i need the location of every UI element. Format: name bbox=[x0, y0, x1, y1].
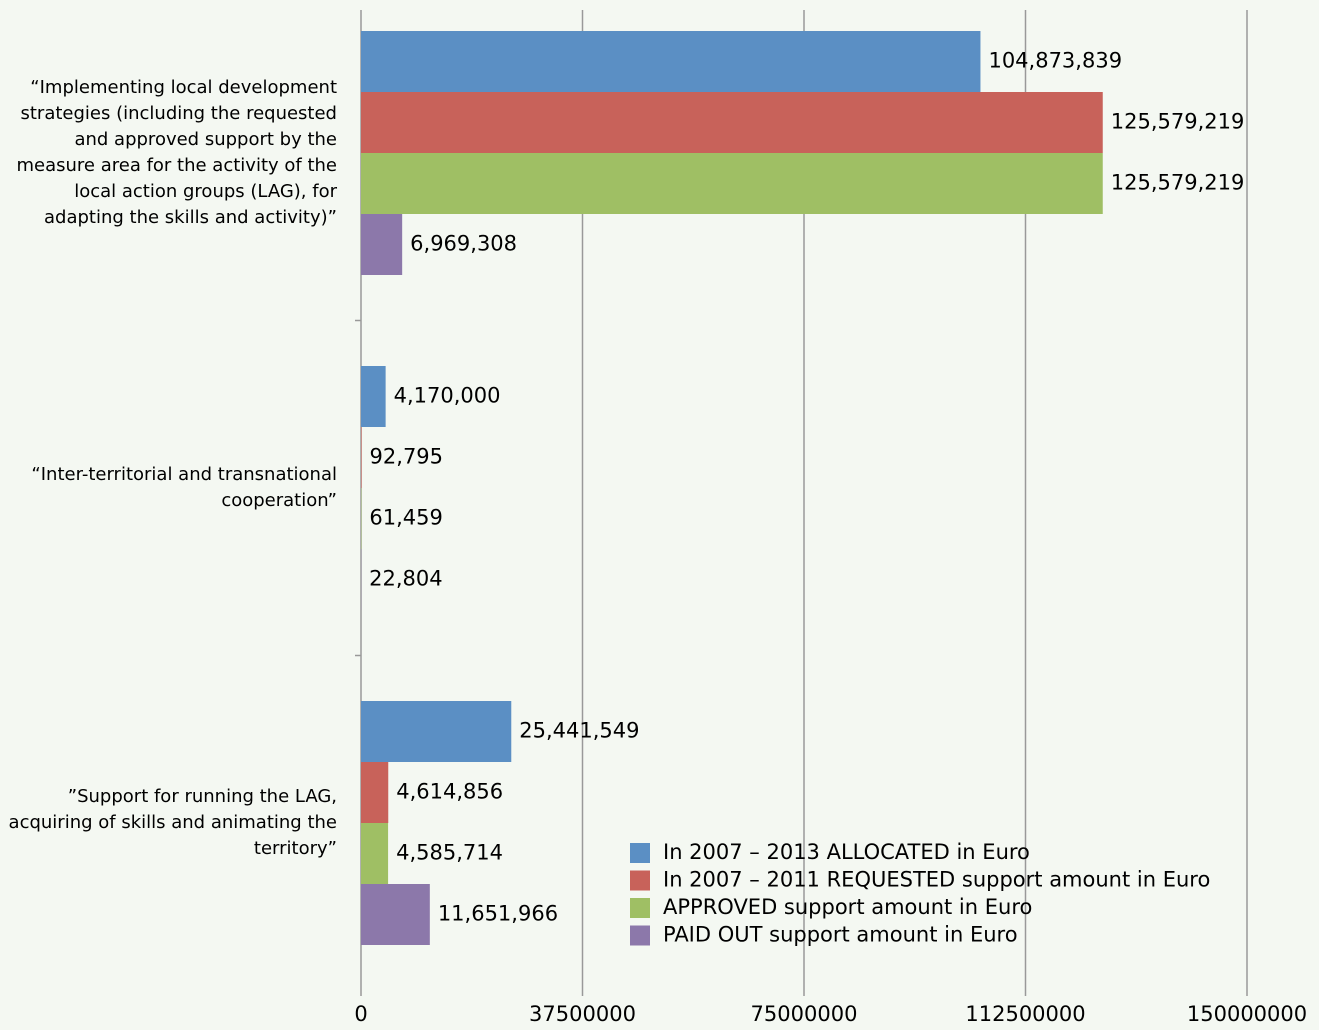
data-label: 125,579,219 bbox=[1111, 171, 1245, 195]
x-tick-label: 112500000 bbox=[965, 1002, 1085, 1026]
data-label: 104,873,839 bbox=[988, 49, 1122, 73]
x-tick-label: 150000000 bbox=[1187, 1002, 1307, 1026]
legend-swatch bbox=[630, 843, 650, 863]
bar bbox=[361, 92, 1103, 153]
legend-swatch bbox=[630, 870, 650, 891]
data-label: 92,795 bbox=[370, 445, 443, 469]
legend-label: PAID OUT support amount in Euro bbox=[663, 923, 1018, 947]
data-label: 61,459 bbox=[369, 506, 442, 530]
bar bbox=[361, 366, 386, 427]
x-tick-label: 0 bbox=[354, 1002, 367, 1026]
bar bbox=[361, 884, 430, 945]
legend-label: In 2007 – 2011 REQUESTED support amount … bbox=[663, 868, 1210, 892]
data-label: 11,651,966 bbox=[438, 902, 558, 926]
bar bbox=[361, 427, 362, 488]
bar bbox=[361, 701, 512, 762]
legend-label: APPROVED support amount in Euro bbox=[663, 895, 1032, 919]
x-tick-label: 37500000 bbox=[529, 1002, 636, 1026]
bar bbox=[361, 823, 389, 884]
legend-label: In 2007 – 2013 ALLOCATED in Euro bbox=[663, 840, 1030, 864]
category-label: ”Support for running the LAG, acquiring … bbox=[8, 786, 337, 859]
legend-swatch bbox=[630, 925, 650, 946]
data-label: 4,585,714 bbox=[396, 841, 503, 865]
bar bbox=[361, 762, 389, 823]
data-label: 6,969,308 bbox=[410, 232, 517, 256]
x-tick-label: 75000000 bbox=[751, 1002, 858, 1026]
data-label: 4,170,000 bbox=[394, 384, 501, 408]
legend-swatch bbox=[630, 898, 650, 918]
data-label: 4,614,856 bbox=[396, 780, 503, 804]
category-label: “Implementing local development strategi… bbox=[16, 77, 337, 228]
bar bbox=[361, 214, 403, 275]
data-label: 25,441,549 bbox=[519, 719, 639, 743]
bar bbox=[361, 31, 981, 92]
category-label: “Inter-territorial and transnational coo… bbox=[31, 464, 337, 511]
bar bbox=[361, 153, 1103, 214]
data-label: 125,579,219 bbox=[1111, 110, 1245, 134]
data-label: 22,804 bbox=[369, 567, 442, 591]
